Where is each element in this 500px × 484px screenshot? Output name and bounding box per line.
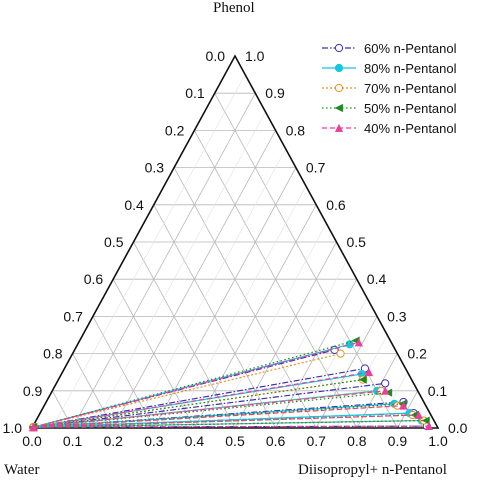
tie-line — [33, 425, 429, 428]
grid-line — [397, 390, 419, 429]
data-point — [334, 43, 344, 53]
legend-label: 50% n-Pentanol — [364, 101, 457, 116]
bottom-tick-label: 0.3 — [144, 433, 164, 449]
bottom-tick-label: 0.9 — [388, 433, 408, 449]
grid-line — [72, 93, 256, 429]
minor-grid-line — [255, 260, 347, 429]
right-tick-label: 0.1 — [428, 383, 448, 399]
data-point — [334, 103, 343, 113]
left-tick-label: 0.2 — [165, 122, 185, 138]
left-tick-label: 0.4 — [124, 197, 144, 213]
data-point — [381, 379, 390, 388]
data-point — [381, 386, 390, 395]
legend-background — [318, 36, 494, 148]
right-tick-label: 0.0 — [448, 420, 468, 436]
left-tick-label: 0.8 — [43, 346, 63, 362]
left-tick-label: 0.9 — [23, 383, 43, 399]
data-point — [424, 421, 433, 431]
left-tick-label: 0.5 — [104, 234, 124, 250]
bottom-tick-label: 0.8 — [347, 433, 367, 449]
series-4 — [29, 338, 433, 432]
right-tick-label: 0.8 — [286, 122, 306, 138]
right-tick-label: 0.5 — [347, 234, 367, 250]
corner-label-phenol: Phenol — [213, 0, 255, 16]
bottom-tick-label: 0.6 — [266, 433, 286, 449]
data-point — [399, 401, 408, 410]
minor-grid-line — [173, 186, 307, 429]
tie-line — [33, 367, 366, 428]
legend-label: 70% n-Pentanol — [364, 81, 457, 96]
grid-line — [234, 241, 337, 429]
tick-labels: 0.00.0 1.00.10.1 0.90.20.2 0.80.30.3 0.70.40… — [3, 48, 468, 449]
data-point — [29, 422, 38, 432]
bottom-tick-label: 1.0 — [428, 433, 448, 449]
triangle-frame — [30, 54, 440, 429]
data-point — [334, 83, 344, 93]
tie-line — [33, 412, 410, 428]
tie-line — [33, 379, 363, 428]
right-tick-label: 0.6 — [326, 197, 346, 213]
data-point — [421, 416, 430, 425]
legend-label: 80% n-Pentanol — [364, 61, 457, 76]
tie-line — [33, 390, 386, 428]
left-tick-label: 0.7 — [63, 308, 83, 324]
minor-grid-line — [376, 372, 408, 429]
tie-line — [33, 414, 419, 428]
tie-line — [33, 382, 386, 428]
data-point — [334, 123, 344, 132]
data-point — [334, 63, 344, 73]
grid-line — [153, 167, 297, 429]
left-tick-label: 0.3 — [145, 160, 165, 176]
corner-label-diisopropyl-pentanol: Diisopropyl+ n-Pentanol — [298, 462, 447, 478]
left-tick-label: 0.1 — [185, 85, 205, 101]
tie-line — [33, 353, 341, 428]
right-tick-label: 0.7 — [306, 160, 326, 176]
bottom-tick-label: 0.2 — [103, 433, 123, 449]
right-tick-label: 0.4 — [367, 271, 387, 287]
data-point — [358, 375, 367, 384]
tie-line — [33, 419, 426, 428]
legend: 60% n-Pentanol 80% n-Pentanol 70% n-Pentan… — [318, 36, 494, 148]
minor-grid-line — [92, 111, 266, 429]
legend-label: 60% n-Pentanol — [364, 41, 457, 56]
bottom-tick-label: 0.5 — [225, 433, 245, 449]
tie-line — [33, 392, 389, 428]
legend-label: 40% n-Pentanol — [364, 121, 457, 136]
bottom-tick-label: 0.4 — [185, 433, 205, 449]
data-point — [364, 367, 374, 377]
bottom-tick-label: 0.7 — [306, 433, 326, 449]
left-tick-label: 1.0 — [3, 420, 23, 436]
tie-line — [33, 373, 362, 428]
right-tick-label: 0.9 — [265, 85, 285, 101]
right-tick-label: 0.3 — [387, 308, 407, 324]
tie-line — [33, 405, 404, 428]
minor-grid-line — [133, 148, 287, 429]
left-tick-label: 0.0 — [206, 48, 226, 64]
bottom-tick-label: 0.0 — [22, 433, 42, 449]
right-tick-label: 1.0 — [245, 48, 265, 64]
bottom-tick-label: 0.1 — [63, 433, 83, 449]
minor-grid-line — [52, 74, 246, 429]
series-layer — [28, 336, 433, 432]
tie-line — [33, 341, 359, 428]
triangle-outline — [30, 54, 440, 429]
corner-label-water: Water — [4, 462, 40, 478]
minor-grid-line — [295, 297, 368, 429]
right-tick-label: 0.2 — [407, 346, 427, 362]
left-tick-label: 0.6 — [84, 271, 104, 287]
data-point — [354, 338, 363, 347]
data-point — [336, 349, 345, 358]
tie-line — [33, 403, 403, 428]
tie-line — [33, 371, 370, 428]
data-point — [414, 410, 423, 419]
